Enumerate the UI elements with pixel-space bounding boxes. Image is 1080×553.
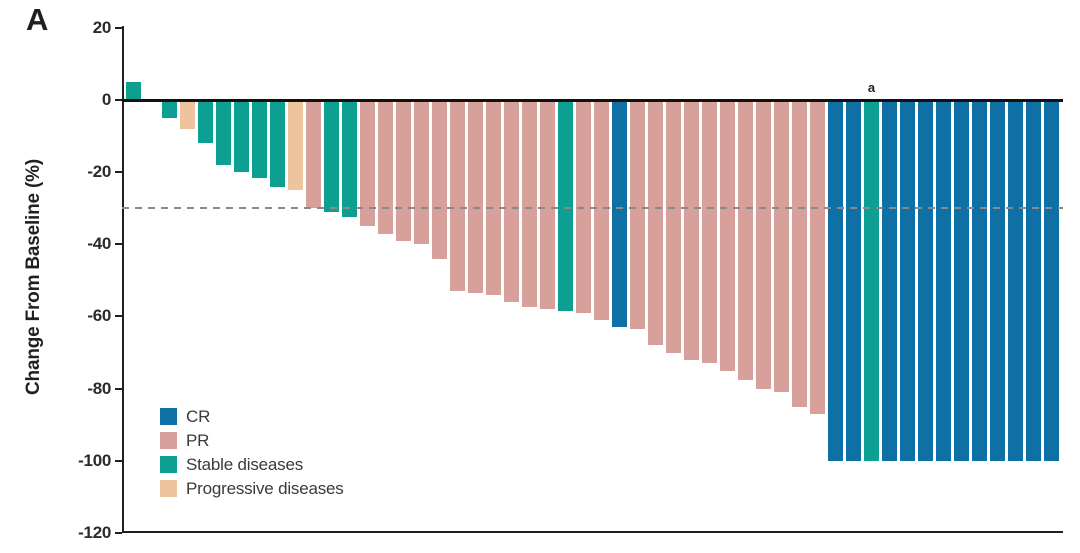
bar-pr <box>683 100 699 360</box>
legend-label: Progressive diseases <box>186 478 344 498</box>
legend-item-stable: Stable diseases <box>160 454 344 474</box>
bar-cr <box>882 100 898 461</box>
bar-cr <box>918 100 934 461</box>
bar-pr <box>701 100 717 364</box>
legend-swatch-pr <box>160 432 177 449</box>
reference-line-minus30 <box>122 207 1063 210</box>
legend-label: Stable diseases <box>186 454 304 474</box>
bar-pr <box>629 100 645 330</box>
bar-pr <box>431 100 447 259</box>
bar-pr <box>755 100 771 389</box>
bar-cr <box>972 100 988 461</box>
bar-stable <box>864 100 880 461</box>
bar-progressive <box>179 100 195 129</box>
y-tick-label: -20 <box>87 162 111 182</box>
bar-cr <box>828 100 843 461</box>
bar-stable <box>269 100 285 187</box>
bar-pr <box>539 100 555 310</box>
bar-stable <box>323 100 339 212</box>
bar-pr <box>467 100 483 294</box>
bar-progressive <box>287 100 303 191</box>
legend-item-progressive: Progressive diseases <box>160 478 344 498</box>
bar-cr <box>1026 100 1042 461</box>
bar-pr <box>575 100 591 313</box>
bar-stable <box>233 100 249 173</box>
bar-pr <box>665 100 681 353</box>
y-tick-label: -120 <box>78 522 111 542</box>
legend-item-cr: CR <box>160 406 344 426</box>
legend-item-pr: PR <box>160 430 344 450</box>
bar-pr <box>647 100 663 346</box>
bar-annotation: a <box>867 80 876 95</box>
bar-cr <box>846 100 862 461</box>
bar-cr <box>1008 100 1024 461</box>
bar-cr <box>900 100 916 461</box>
y-tick-label: -80 <box>87 378 111 398</box>
bar-cr <box>1044 100 1060 461</box>
bar-pr <box>773 100 789 393</box>
y-tick-mark <box>115 26 122 29</box>
y-tick-mark <box>115 459 122 462</box>
y-tick-label: -40 <box>87 234 111 254</box>
y-tick-label: -100 <box>78 450 111 470</box>
bar-pr <box>395 100 411 241</box>
bar-pr <box>359 100 375 227</box>
bar-pr <box>719 100 735 371</box>
bar-stable <box>161 100 177 119</box>
y-axis-title: Change From Baseline (%) <box>23 159 44 395</box>
y-axis-line <box>122 26 124 533</box>
zero-baseline <box>122 98 1063 102</box>
legend-label: CR <box>186 406 211 426</box>
bar-pr <box>377 100 393 234</box>
y-tick-label: 0 <box>101 90 111 109</box>
bar-pr <box>305 100 321 209</box>
bar-pr <box>449 100 465 292</box>
bar-stable <box>215 100 231 165</box>
bar-pr <box>485 100 501 295</box>
bar-stable <box>341 100 357 218</box>
bar-pr <box>809 100 825 414</box>
bar-cr <box>936 100 952 461</box>
bar-pr <box>593 100 609 321</box>
bar-stable <box>197 100 213 144</box>
x-axis-line <box>122 531 1063 533</box>
bar-stable <box>557 100 573 312</box>
bar-pr <box>413 100 429 245</box>
y-tick-mark <box>115 99 122 101</box>
bar-stable <box>251 100 267 178</box>
bar-cr <box>611 100 627 328</box>
y-tick-mark <box>115 531 122 534</box>
bar-stable <box>125 81 141 100</box>
bar-pr <box>503 100 519 303</box>
legend-swatch-stable <box>160 456 177 473</box>
bar-pr <box>521 100 537 308</box>
bar-cr <box>990 100 1006 461</box>
y-tick-label: -60 <box>87 306 111 326</box>
bar-cr <box>954 100 970 461</box>
y-tick-mark <box>115 315 122 318</box>
legend: CR PR Stable diseases Progressive diseases <box>160 406 344 504</box>
legend-label: PR <box>186 430 210 450</box>
legend-swatch-cr <box>160 408 177 425</box>
bar-pr <box>737 100 753 380</box>
y-tick-mark <box>115 171 122 174</box>
y-tick-mark <box>115 387 122 390</box>
y-tick-label: 20 <box>92 17 112 37</box>
panel-label: A <box>26 2 49 37</box>
y-tick-mark <box>115 243 122 246</box>
legend-swatch-progressive <box>160 480 177 497</box>
bar-pr <box>791 100 807 407</box>
